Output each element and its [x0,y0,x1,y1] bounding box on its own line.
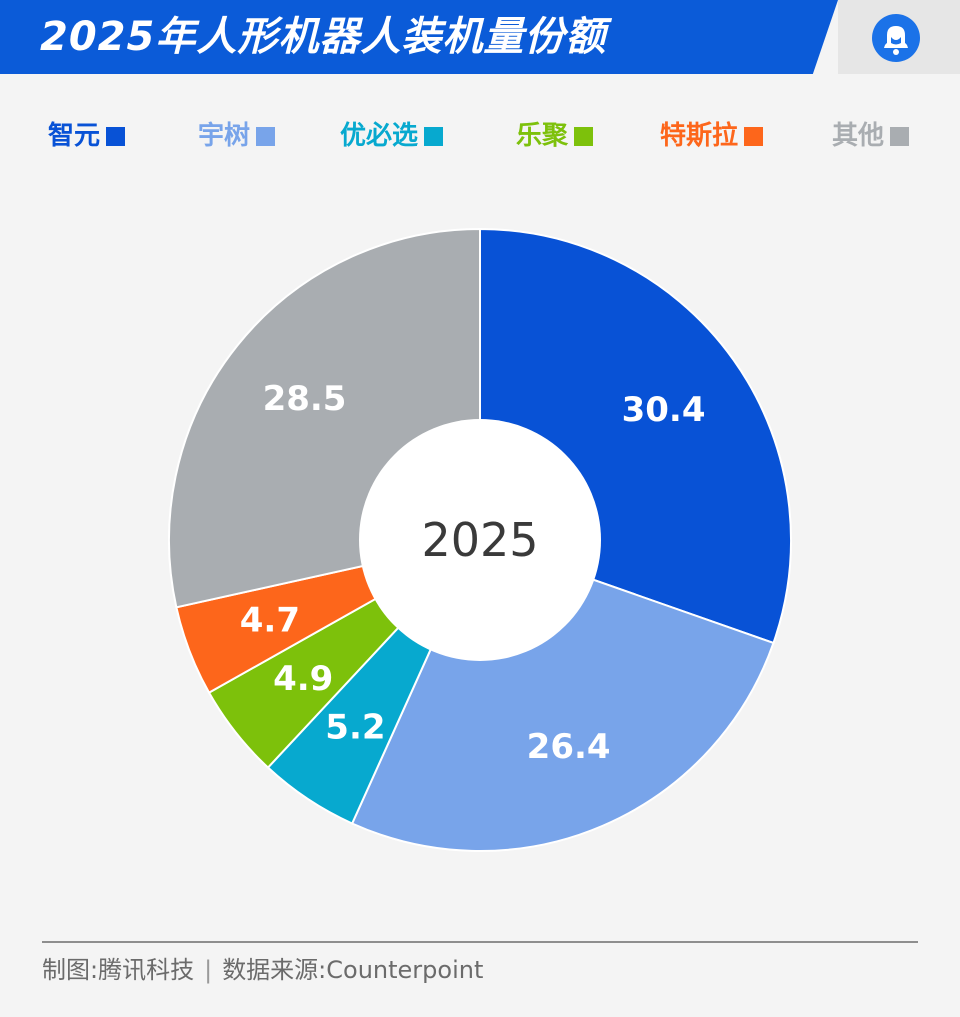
slice-value-label: 4.7 [240,600,300,640]
legend-item: 智元 [48,116,126,156]
slice-value-label: 28.5 [263,379,347,419]
source-text: 数据来源:Counterpoint [222,956,484,984]
legend-item: 其他 [832,116,910,156]
slice-value-label: 26.4 [527,727,611,767]
legend-swatch [424,126,444,146]
legend-label: 优必选 [340,121,419,151]
legend-swatch [574,126,594,146]
slice-value-label: 5.2 [325,707,385,747]
legend-item: 宇树 [198,116,276,156]
legend-item: 特斯拉 [660,116,764,156]
credit-text: 制图:腾讯科技 [42,956,195,984]
legend-label: 宇树 [198,121,251,151]
donut-hole [359,419,601,661]
legend-item: 乐聚 [516,116,594,156]
chart-title: 2025年人形机器人装机量份额 [40,14,607,60]
legend-label: 特斯拉 [660,121,739,151]
legend-swatch [256,126,276,146]
legend-item: 优必选 [340,116,444,156]
slice-value-label: 4.9 [273,659,333,699]
chart-legend: 智元 宇树 优必选 乐聚 特斯拉 其他 [0,116,960,156]
legend-label: 乐聚 [516,121,569,151]
legend-swatch [744,126,764,146]
slice-value-label: 30.4 [622,390,706,430]
title-banner [0,0,838,74]
header: 2025年人形机器人装机量份额 [0,0,960,74]
tencent-news-bell-icon [872,14,920,62]
footer-separator: | [204,956,213,984]
center-year-label: 2025 [421,513,538,567]
legend-label: 智元 [48,121,101,151]
footer-divider [42,941,918,943]
legend-swatch [106,126,126,146]
legend-label: 其他 [832,121,885,151]
footer: 制图:腾讯科技 | 数据来源:Counterpoint [42,952,483,988]
legend-swatch [890,126,910,146]
